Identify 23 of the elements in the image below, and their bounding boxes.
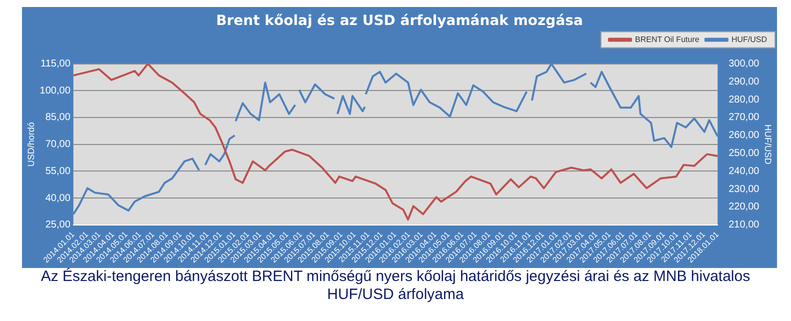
y-tick-label: 25,00 [45,220,71,231]
text: Az Északi-tengeren bányászott BRENT minőségű nyers kőolaj határidős jegyzési árai és az MNB hivatalos HUF/USD árfolyama [40,268,752,304]
y2-tick-label: 260,00 [728,130,760,142]
chart-title: Brent kőolaj és az USD árfolyamának mozgása [216,13,583,30]
y-tick-label: 115,00 [40,58,71,70]
y-tick-label: 55,00 [45,166,71,177]
y2-tick-label: 300,00 [728,58,760,70]
y-tick-label: 85,00 [45,112,71,124]
legend-label: HUF/USD [731,35,768,44]
y2-tick-label: 250,00 [728,148,760,160]
y2-tick-label: 270,00 [728,112,760,124]
y-tick-label: 40,00 [45,192,71,204]
y2-tick-label: 280,00 [728,94,760,106]
legend-label: BRENT Oil Future [634,35,700,44]
y2-tick-label: 220,00 [728,202,760,213]
y2-axis-title: HUF/USD [763,124,774,165]
y-tick-label: 70,00 [45,139,71,150]
y-axis-title: USD/hordó [26,122,36,167]
y2-tick-label: 230,00 [728,184,760,195]
y2-tick-label: 210,00 [728,220,760,231]
y2-tick-label: 240,00 [728,166,760,177]
y2-tick-label: 290,00 [728,76,760,88]
y-tick-label: 100,00 [40,85,71,96]
